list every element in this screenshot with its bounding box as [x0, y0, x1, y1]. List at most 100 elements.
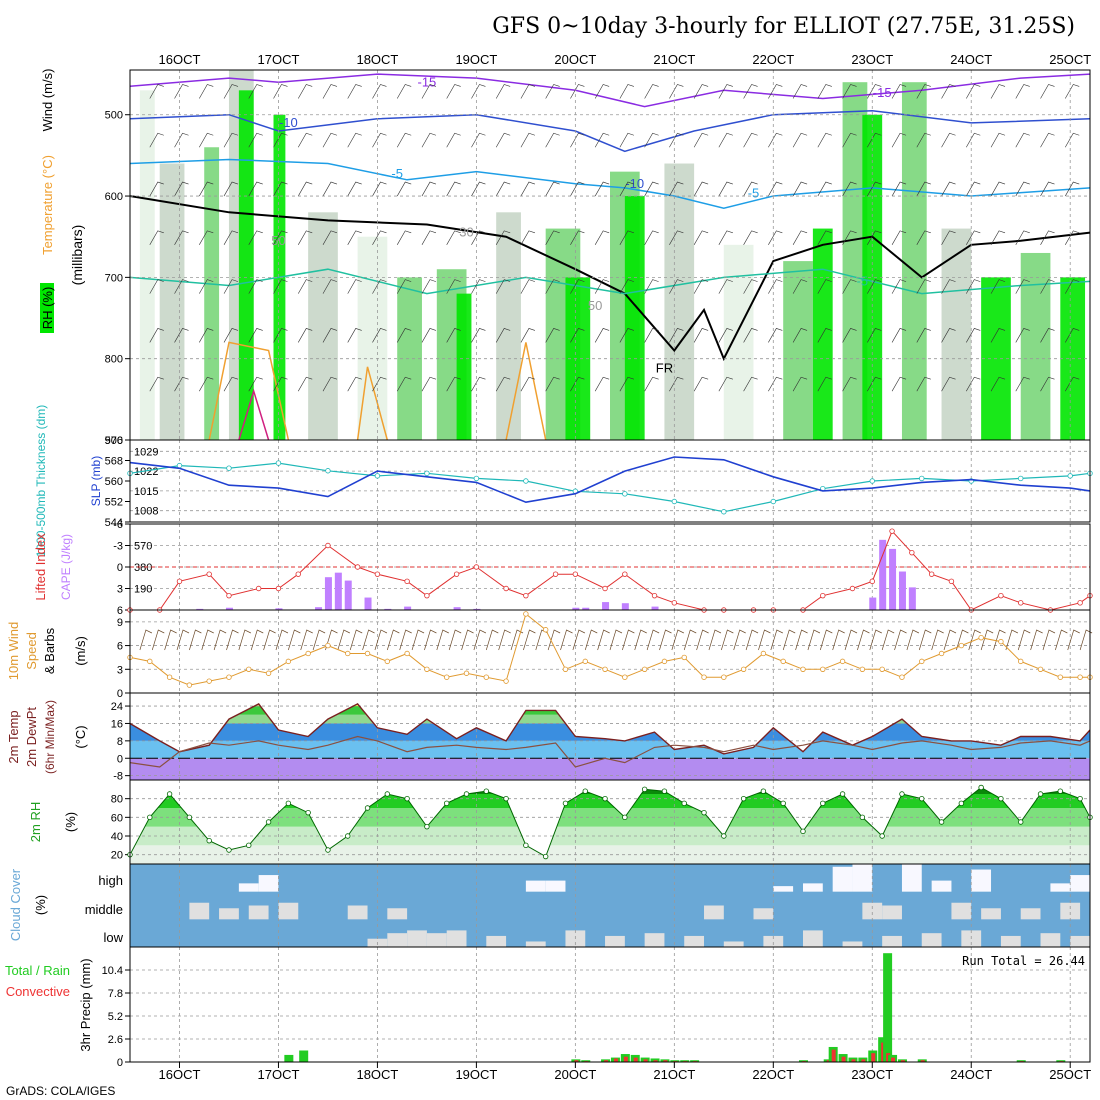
surface-wind-barb — [1017, 629, 1031, 651]
wind-barb — [1064, 84, 1080, 99]
wind-barb — [792, 132, 808, 148]
surface-wind-barb — [745, 629, 759, 651]
wind-barb — [966, 132, 981, 148]
wind-barb — [495, 328, 511, 343]
rh-line-point — [1037, 791, 1044, 797]
wind-title-1: 10m Wind — [6, 622, 21, 681]
wind-barb — [396, 376, 412, 392]
rh-line-point — [444, 800, 450, 807]
wind-barb — [545, 279, 560, 294]
wind-barb — [619, 279, 634, 294]
wind-barb — [842, 230, 857, 245]
wind-speed-line-point — [958, 642, 965, 649]
wind-barb — [768, 328, 783, 343]
cape-bar — [196, 608, 204, 610]
cloud-block — [921, 933, 942, 947]
precip-convective-bar — [604, 1060, 609, 1062]
wind-barb — [347, 84, 362, 99]
wind-barb — [867, 230, 882, 245]
temp-units: (°C) — [73, 725, 88, 748]
wind-barb — [520, 328, 536, 343]
wind-barb — [669, 230, 684, 245]
wind-barb — [471, 181, 486, 197]
cloud-block — [1040, 933, 1061, 947]
surface-wind-barb — [226, 629, 239, 651]
chart-panels: 16OCT 16OCT 17OCT 17OCT 18OCT 18OCT 19OCT 19OCT… — [5, 52, 1093, 1082]
wind-barb — [990, 328, 1006, 343]
wind-barb — [223, 181, 239, 197]
wind-barb — [817, 84, 832, 99]
thickness-line-point — [325, 468, 331, 474]
rh-line-point — [1077, 795, 1083, 802]
wind-barb — [867, 132, 882, 148]
cloud-block — [832, 866, 853, 892]
thickness-line-point — [473, 475, 480, 482]
rh-shading-cell — [1020, 252, 1051, 440]
cloud-block — [525, 941, 546, 947]
cape-bar — [324, 577, 332, 610]
cloud-block — [852, 864, 873, 892]
top-x-tick-label: 18OCT — [356, 52, 398, 67]
cape-bar — [651, 606, 659, 610]
wind-barb — [545, 132, 560, 148]
cloud-block — [842, 941, 863, 947]
wind-barb — [743, 84, 758, 99]
li-axis-label: 0 — [117, 562, 123, 574]
wind-barb — [966, 376, 981, 392]
wind-barb — [644, 376, 659, 392]
rh-line-point — [998, 795, 1004, 802]
lifted-index-line-point — [176, 578, 183, 585]
cloud-block — [901, 864, 922, 892]
surface-wind-barb — [758, 629, 771, 651]
surface-wind-barb — [733, 629, 746, 651]
rh-shading-cell — [496, 212, 521, 440]
temp-axis-label: -8 — [113, 771, 123, 783]
wind-barb — [421, 181, 437, 197]
precip-convective-bar — [613, 1058, 618, 1062]
wind-speed-line — [129, 613, 1090, 686]
pressure-axis-units: (millibars) — [69, 225, 85, 286]
wind-barb — [248, 132, 263, 148]
li-axis-label: -3 — [113, 541, 123, 553]
wind-barb — [842, 279, 857, 294]
wind-barb — [817, 230, 832, 245]
surface-wind-barb — [622, 629, 635, 651]
wind-barb — [743, 132, 758, 148]
rh-shading-cell — [456, 293, 472, 440]
wind-barb — [199, 376, 214, 392]
cloud-block — [605, 935, 625, 947]
precip-convective-bar — [653, 1060, 658, 1062]
wind-barb — [372, 328, 387, 343]
surface-wind-barb — [485, 629, 499, 651]
cape-axis-title: CAPE (J/kg) — [59, 534, 73, 600]
slp-line — [129, 456, 1091, 504]
lifted-index-line-point — [552, 571, 559, 577]
cape-bar — [364, 597, 372, 610]
lifted-index-line-point — [523, 592, 529, 599]
rh-line-point — [483, 788, 489, 794]
top-x-tick-label: 25OCT — [1049, 52, 1091, 67]
wind-barb — [297, 132, 313, 148]
rh-line-point — [622, 814, 628, 821]
wind-barb — [347, 328, 362, 343]
rh-shading-cell — [204, 147, 220, 440]
wind-barb — [174, 132, 189, 148]
wind-barb — [273, 328, 288, 343]
temperature-band — [130, 706, 1090, 715]
precip-total-bar — [883, 953, 893, 1062]
surface-wind-barb — [696, 629, 709, 651]
bottom-x-tick-label: 24OCT — [950, 1067, 992, 1082]
wind-axis-label: 0 — [117, 688, 123, 700]
rh-band — [130, 787, 1090, 794]
surface-wind-barb — [349, 629, 363, 651]
surface-wind-barb — [906, 629, 920, 651]
wind-barb — [149, 328, 164, 343]
wind-barb — [174, 84, 189, 99]
rh-line-point — [503, 795, 509, 802]
cloud-block — [189, 902, 210, 920]
wind-barb — [471, 132, 486, 148]
wind-barb — [396, 279, 412, 294]
precip-axis-label: 2.6 — [108, 1034, 123, 1046]
surface-wind-barb — [263, 629, 276, 651]
wind-speed-line-point — [641, 666, 648, 672]
